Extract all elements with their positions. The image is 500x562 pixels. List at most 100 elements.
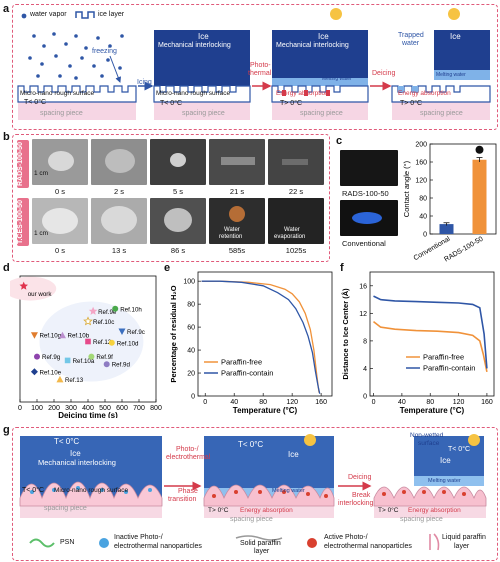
g-legend-icons — [29, 533, 440, 551]
chart-e-legend-label: Paraffin-contain — [221, 369, 273, 378]
temp-below-2: T< 0°C — [160, 100, 183, 107]
panel-d-label: d — [3, 262, 10, 274]
chart-d-point-label: Ref.10a — [73, 358, 95, 365]
chart-c-ytick-label: 120 — [415, 178, 427, 185]
panel-a-frame — [12, 4, 498, 130]
chart-c-bar — [439, 224, 454, 234]
photo-r2-4 — [209, 198, 265, 244]
g-temp-above-2: T> 0°C — [208, 507, 229, 514]
g-melting-3: Melting water — [428, 478, 461, 484]
panel-b-label: b — [3, 131, 10, 143]
photo-c-rads — [340, 150, 398, 186]
photo-c-conv — [340, 200, 398, 236]
chart-d-point — [30, 332, 38, 339]
time-r1-4: 21 s — [229, 187, 245, 196]
photothermal-label-2: thermal — [248, 70, 272, 77]
photo-r2-5 — [268, 198, 324, 244]
g-mechanical-1: Mechanical interlocking — [38, 458, 116, 467]
time-r1-1: 0 s — [54, 187, 65, 196]
row1-tag: RADS-100-50 — [17, 140, 29, 188]
g-nonwet-2: surface — [418, 440, 440, 447]
ice-label-3: Ice — [318, 32, 329, 41]
chart-e-ytick-label: 20 — [187, 371, 195, 378]
photo-r2-1 — [32, 198, 88, 244]
panel-a-step1 — [17, 11, 137, 120]
panel-e-label: e — [164, 262, 171, 274]
panel-a-diagram — [17, 8, 491, 120]
time-r2-5: 1025s — [285, 246, 307, 255]
chart-f-ylabel: Distance to Ice Center (Å) — [341, 288, 350, 380]
chart-e-ylabel: Percentage of residual H₂O — [169, 285, 178, 382]
temp-above-3: T> 0°C — [280, 100, 303, 107]
chart-e-xlabel: Temperature (°C) — [233, 406, 298, 415]
chart-e-xtick-label: 160 — [315, 399, 327, 406]
g-energy-2: Energy absorption — [240, 507, 293, 514]
row2-tag: T.CES-100-50 — [17, 198, 29, 246]
chart-f-xtick-label: 160 — [481, 399, 493, 406]
chart-c-ytick-label: 40 — [419, 214, 427, 221]
ice-label-2: Ice — [198, 32, 209, 41]
chart-d-xtick-label: 700 — [133, 405, 145, 412]
g-photo-2: electrothermal — [166, 454, 211, 461]
g-ice-1: Ice — [70, 449, 81, 458]
g-ice-2: Ice — [288, 450, 299, 459]
chart-e-frame — [197, 271, 333, 397]
scale-bar-1: 1 cm — [34, 170, 49, 177]
panel-a-label: a — [3, 3, 10, 15]
chart-f-frame — [369, 271, 495, 397]
chart-e-xtick-label: 120 — [286, 399, 298, 406]
panel-g-diagram — [19, 434, 487, 518]
caption-c-rads: RADS-100-50 — [342, 189, 389, 198]
temp-below-1: T< 0°C — [24, 99, 47, 106]
chart-e-xtick-label: 40 — [230, 399, 238, 406]
chart-f-xtick-label: 0 — [372, 399, 376, 406]
chart-f-series-line — [373, 295, 488, 369]
legend-active-1: Active Photo-/ — [324, 534, 368, 541]
chart-f: 0 40 80 120 160 0 4 8 12 16 Temperature (°C) Distan… — [341, 271, 495, 415]
chart-d-point — [103, 361, 110, 368]
chart-f-xlabel: Temperature (°C) — [400, 406, 465, 415]
chart-c-ytick-label: 200 — [415, 142, 427, 149]
chart-d-ourwork-bg — [10, 276, 57, 301]
g-melting-2: Melting water — [272, 488, 305, 494]
chart-d-xtick-label: 100 — [31, 405, 43, 412]
chart-d-xtick-label: 500 — [99, 405, 111, 412]
chart-f-xtick-label: 40 — [398, 399, 406, 406]
melting-label-3: Melting water — [322, 76, 352, 82]
chart-d-point-label: Ref.10g — [39, 333, 61, 340]
g-temp-below-2: T< 0°C — [22, 487, 45, 494]
solid-paraffin-icon — [235, 535, 283, 541]
scale-bar-2: 1 cm — [34, 230, 49, 237]
chart-f-series-line — [373, 320, 488, 373]
chart-d-xtick-label: 800 — [150, 405, 162, 412]
liquid-paraffin-icon — [429, 533, 440, 551]
chart-c-ytick-label: 80 — [419, 196, 427, 203]
chart-d-point — [112, 305, 119, 312]
g-temp-below-3: T< 0°C — [238, 440, 264, 449]
chart-d-xtick-label: 300 — [65, 405, 77, 412]
chart-e-ytick-label: 80 — [187, 302, 195, 309]
chart-d-point — [108, 339, 115, 346]
chart-d-point-label: Ref.9e — [98, 309, 117, 316]
panel-g-stage3 — [373, 434, 487, 518]
panel-g-label: g — [3, 424, 10, 436]
chart-e-ytick-label: 100 — [183, 279, 195, 286]
chart-d-xtick-label: 0 — [18, 405, 22, 412]
time-r1-2: 2 s — [113, 187, 124, 196]
panel-a-step2 — [153, 30, 251, 120]
chart-f-xtick-label: 120 — [453, 399, 465, 406]
evaporation-1: Water — [284, 227, 300, 233]
energy-label-3: Energy absorption — [276, 90, 329, 97]
psn-icon — [29, 538, 55, 548]
g-break-2: interlocking — [338, 500, 374, 507]
panel-g-stage2 — [203, 434, 335, 518]
g-phase-1: Phase — [178, 488, 198, 495]
chart-d-point — [34, 353, 40, 360]
panel-c-label: c — [336, 135, 343, 147]
photo-r1-4 — [209, 139, 265, 185]
g-temp-below-1: T< 0°C — [54, 437, 80, 446]
chart-d-xlabel: Deicing time (s) — [58, 411, 118, 418]
g-spacing-1: spacing piece — [44, 505, 87, 512]
chart-d-point — [30, 368, 38, 376]
active-particle-icon — [307, 538, 317, 548]
